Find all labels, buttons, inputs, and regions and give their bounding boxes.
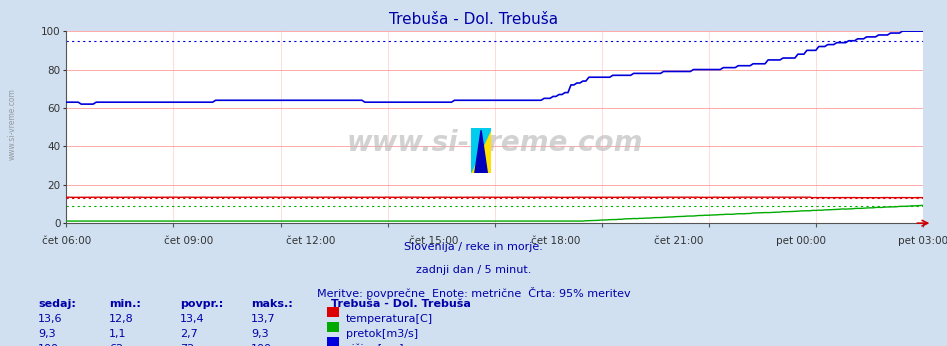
Text: Slovenija / reke in morje.: Slovenija / reke in morje. [404, 242, 543, 252]
Text: čet 18:00: čet 18:00 [531, 236, 581, 246]
Text: 9,3: 9,3 [251, 329, 269, 339]
Text: 100: 100 [38, 344, 59, 346]
Text: čet 09:00: čet 09:00 [164, 236, 213, 246]
Text: temperatura[C]: temperatura[C] [346, 314, 433, 324]
Text: Meritve: povprečne  Enote: metrične  Črta: 95% meritev: Meritve: povprečne Enote: metrične Črta:… [316, 287, 631, 299]
Text: čet 21:00: čet 21:00 [653, 236, 703, 246]
Text: povpr.:: povpr.: [180, 299, 223, 309]
Polygon shape [471, 128, 491, 173]
Text: 13,4: 13,4 [180, 314, 205, 324]
Text: 1,1: 1,1 [109, 329, 126, 339]
Text: čet 12:00: čet 12:00 [287, 236, 336, 246]
Text: min.:: min.: [109, 299, 141, 309]
Text: 100: 100 [251, 344, 272, 346]
Text: 13,7: 13,7 [251, 314, 276, 324]
Text: 13,6: 13,6 [38, 314, 63, 324]
Text: www.si-vreme.com: www.si-vreme.com [8, 89, 17, 161]
Text: zadnji dan / 5 minut.: zadnji dan / 5 minut. [416, 265, 531, 275]
Text: pet 00:00: pet 00:00 [776, 236, 826, 246]
Text: čet 06:00: čet 06:00 [42, 236, 91, 246]
Text: pretok[m3/s]: pretok[m3/s] [346, 329, 418, 339]
Text: Trebuša - Dol. Trebuša: Trebuša - Dol. Trebuša [389, 12, 558, 27]
Text: sedaj:: sedaj: [38, 299, 76, 309]
Polygon shape [471, 128, 491, 173]
Text: 9,3: 9,3 [38, 329, 56, 339]
Text: 2,7: 2,7 [180, 329, 198, 339]
Text: www.si-vreme.com: www.si-vreme.com [347, 128, 643, 156]
Text: 62: 62 [109, 344, 123, 346]
Text: višina[cm]: višina[cm] [346, 344, 404, 346]
Text: 12,8: 12,8 [109, 314, 134, 324]
Text: maks.:: maks.: [251, 299, 293, 309]
Polygon shape [474, 130, 488, 173]
Text: 72: 72 [180, 344, 194, 346]
Text: čet 15:00: čet 15:00 [409, 236, 458, 246]
Text: Trebuša - Dol. Trebuša: Trebuša - Dol. Trebuša [331, 299, 472, 309]
Text: pet 03:00: pet 03:00 [899, 236, 947, 246]
